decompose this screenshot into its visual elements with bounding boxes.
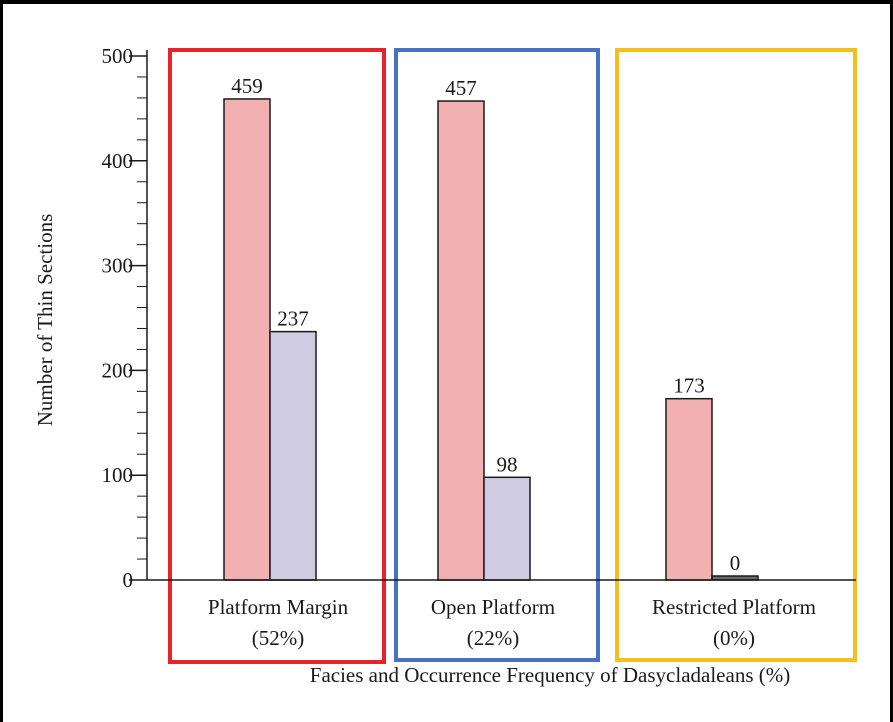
facies-box-1 — [168, 48, 386, 664]
y-tick-label: 100 — [102, 463, 134, 487]
y-tick-label: 0 — [123, 568, 134, 592]
bar-group3-series1 — [665, 397, 713, 581]
data-label: 459 — [231, 74, 263, 98]
y-tick-label: 300 — [102, 254, 134, 278]
data-label: 237 — [277, 307, 309, 331]
facies-box-2 — [394, 48, 600, 662]
data-label: 0 — [730, 551, 741, 575]
data-label: 457 — [445, 76, 477, 100]
category-label: Platform Margin — [208, 595, 349, 619]
bar-group1-series1 — [223, 98, 271, 581]
category-frequency-label: (0%) — [713, 626, 755, 650]
bar-group2-series1 — [437, 100, 485, 581]
data-label: 173 — [673, 374, 705, 398]
data-label: 98 — [497, 452, 518, 476]
category-frequency-label: (22%) — [467, 626, 519, 650]
facies-box-3 — [615, 48, 857, 662]
bar-group2-series2 — [483, 476, 531, 581]
category-label: Restricted Platform — [652, 595, 816, 619]
category-frequency-label: (52%) — [252, 626, 304, 650]
bar-group1-series2 — [269, 330, 317, 581]
y-tick-label: 400 — [102, 149, 134, 173]
category-label: Open Platform — [431, 595, 555, 619]
y-axis-title: Number of Thin Sections — [33, 214, 57, 427]
y-tick-label: 200 — [102, 358, 134, 382]
x-axis-title: Facies and Occurrence Frequency of Dasyc… — [310, 663, 790, 687]
y-tick-label: 500 — [102, 44, 134, 68]
